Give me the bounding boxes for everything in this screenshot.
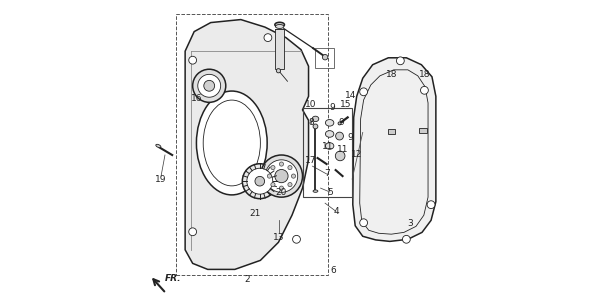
Text: 7: 7 (324, 169, 330, 178)
Text: 4: 4 (334, 207, 339, 216)
Polygon shape (185, 20, 309, 269)
Circle shape (275, 169, 288, 183)
Circle shape (242, 164, 277, 199)
Text: 9: 9 (329, 103, 335, 112)
Ellipse shape (338, 122, 341, 125)
Circle shape (293, 235, 300, 243)
Text: 21: 21 (249, 209, 260, 218)
Text: 5: 5 (327, 188, 333, 197)
Text: 20: 20 (275, 188, 286, 197)
Text: 8: 8 (309, 118, 314, 127)
Circle shape (189, 228, 196, 236)
Text: 9: 9 (348, 133, 353, 142)
Polygon shape (353, 58, 436, 241)
Circle shape (271, 182, 275, 187)
Circle shape (291, 174, 296, 178)
Text: 18: 18 (386, 70, 397, 79)
Text: 10: 10 (305, 100, 317, 109)
Circle shape (288, 182, 292, 187)
Circle shape (279, 186, 284, 190)
Text: 18: 18 (419, 70, 430, 79)
Circle shape (189, 56, 196, 64)
Ellipse shape (275, 22, 284, 27)
Circle shape (402, 235, 410, 243)
Circle shape (265, 160, 298, 192)
Text: 11: 11 (322, 142, 334, 151)
Text: FR.: FR. (165, 274, 182, 283)
Circle shape (198, 74, 221, 97)
Ellipse shape (313, 190, 318, 192)
Ellipse shape (312, 116, 319, 122)
Ellipse shape (276, 24, 284, 29)
Text: 19: 19 (155, 175, 166, 185)
Circle shape (267, 174, 271, 178)
Circle shape (204, 80, 215, 91)
Circle shape (271, 166, 275, 170)
Bar (176, 14, 328, 275)
Text: 3: 3 (407, 219, 413, 228)
Circle shape (421, 86, 428, 94)
Text: 12: 12 (351, 150, 363, 159)
Bar (314, 48, 334, 68)
Circle shape (279, 162, 284, 166)
Ellipse shape (322, 54, 328, 60)
Ellipse shape (326, 143, 334, 149)
Text: 13: 13 (273, 233, 284, 242)
Circle shape (288, 166, 292, 170)
Circle shape (247, 168, 273, 194)
Circle shape (260, 155, 303, 197)
Circle shape (264, 34, 272, 42)
Bar (276, 29, 284, 69)
Ellipse shape (276, 69, 281, 73)
Circle shape (360, 219, 368, 227)
Circle shape (427, 201, 435, 209)
Text: 11: 11 (337, 145, 349, 154)
Circle shape (255, 176, 264, 186)
Bar (419, 128, 427, 133)
Circle shape (335, 151, 345, 161)
Ellipse shape (196, 91, 267, 195)
Text: 9: 9 (339, 118, 344, 127)
Text: 14: 14 (345, 91, 356, 100)
Text: 16: 16 (191, 94, 202, 103)
Ellipse shape (326, 119, 334, 126)
Ellipse shape (313, 124, 318, 129)
Text: 6: 6 (330, 266, 336, 275)
Circle shape (360, 88, 368, 96)
Circle shape (396, 57, 404, 65)
Bar (303, 108, 352, 197)
Ellipse shape (156, 144, 161, 148)
Text: 15: 15 (340, 100, 351, 109)
Text: 2: 2 (244, 275, 250, 284)
Circle shape (193, 69, 226, 102)
Ellipse shape (326, 131, 334, 137)
Text: 17: 17 (305, 156, 317, 165)
Circle shape (336, 132, 343, 140)
Bar (388, 129, 395, 134)
